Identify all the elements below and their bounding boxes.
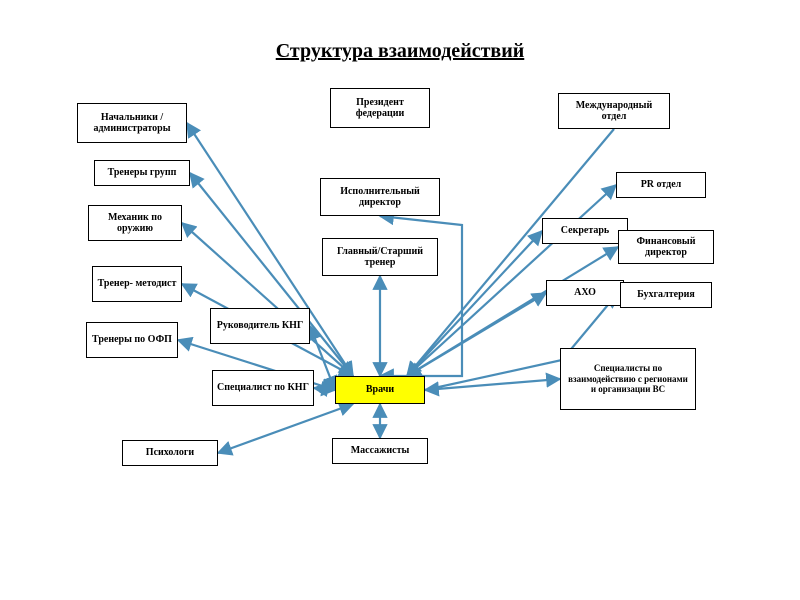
node-ofp: Тренеры по ОФП [86, 322, 178, 358]
node-mechanic: Механик по оружию [88, 205, 182, 241]
node-findir: Финансовый директор [618, 230, 714, 264]
node-psych: Психологи [122, 440, 218, 466]
node-kngmgr: Руководитель КНГ [210, 308, 310, 344]
edge-kngspec-doctors [314, 388, 335, 390]
node-doctors: Врачи [335, 376, 425, 404]
node-accounting: Бухгалтерия [620, 282, 712, 308]
node-methodist: Тренер- методист [92, 266, 182, 302]
node-aho: АХО [546, 280, 624, 306]
node-execdir: Исполнительный директор [320, 178, 440, 216]
node-masseurs: Массажисты [332, 438, 428, 464]
edge-regions-doctors [425, 379, 560, 390]
node-regions: Специалисты по взаимодействию с регионам… [560, 348, 696, 410]
diagram-title: Структура взаимодействий [0, 40, 800, 63]
node-groupcoach: Тренеры групп [94, 160, 190, 186]
node-kngspec: Специалист по КНГ [212, 370, 314, 406]
edge-aho-doctors [407, 293, 546, 376]
node-intl: Международный отдел [558, 93, 670, 129]
node-headcoach: Главный/Старший тренер [322, 238, 438, 276]
edge-intl-doctors [407, 129, 614, 376]
node-president: Президент федерации [330, 88, 430, 128]
node-pr: PR отдел [616, 172, 706, 198]
node-secretary: Секретарь [542, 218, 628, 244]
node-admins: Начальники / администраторы [77, 103, 187, 143]
